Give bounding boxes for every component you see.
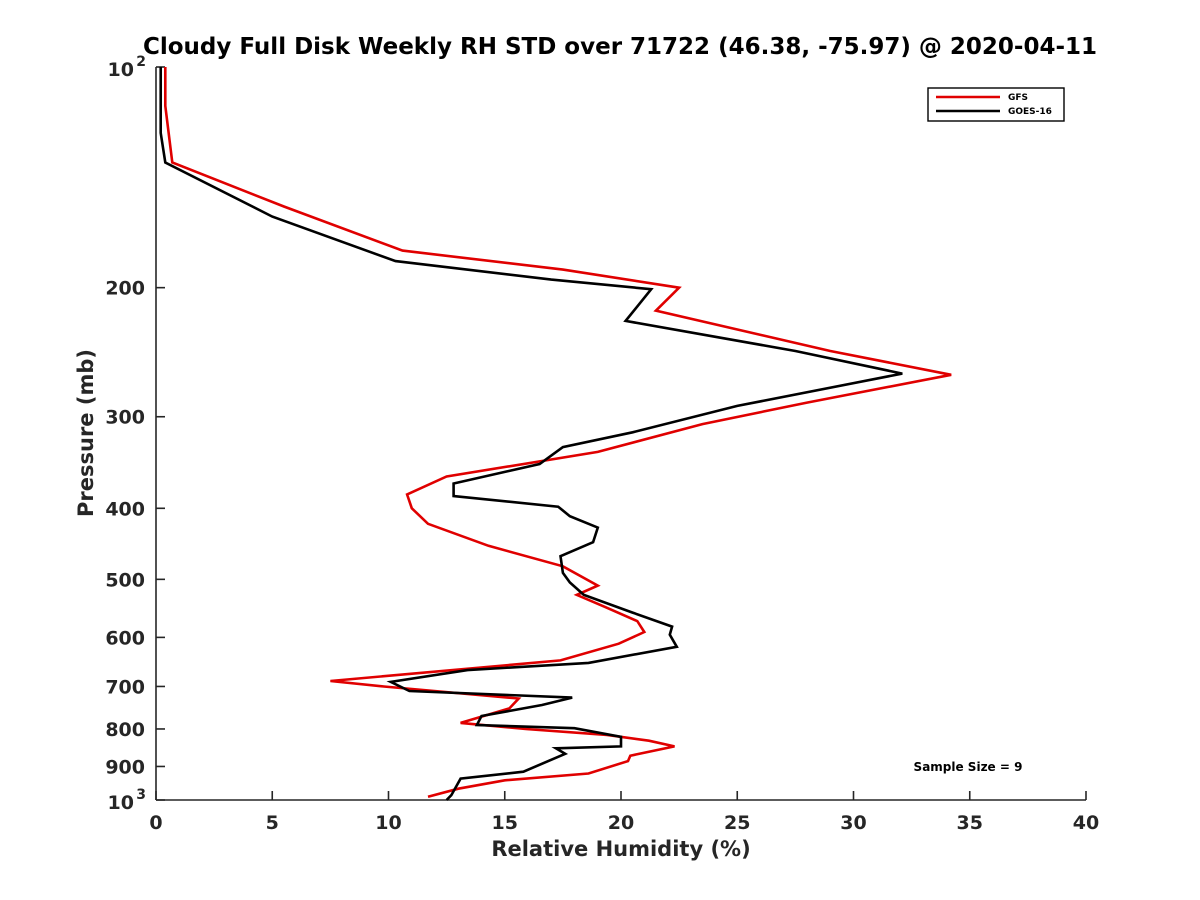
x-tick-label: 35 <box>957 812 983 834</box>
chart-title: Cloudy Full Disk Weekly RH STD over 7172… <box>143 34 1097 60</box>
sample-size-annotation: Sample Size = 9 <box>914 760 1023 774</box>
x-tick-label: 10 <box>375 812 401 834</box>
legend: GFS GOES-16 <box>927 87 1065 122</box>
y-tick-label: 300 <box>105 407 145 429</box>
series-line-goes-16 <box>159 67 903 801</box>
legend-label-goes-16: GOES-16 <box>1008 107 1052 117</box>
y-axis-label: Pressure (mb) <box>74 349 98 517</box>
y-tick-label: 600 <box>105 627 145 649</box>
y-tick-label: 10 <box>108 792 134 814</box>
x-tick-label: 15 <box>492 812 518 834</box>
y-tick-label: 700 <box>105 676 145 698</box>
y-tick-label: 10 <box>108 59 134 81</box>
x-tick-label: 5 <box>266 812 279 834</box>
y-tick-label: 200 <box>105 278 145 300</box>
legend-label-gfs: GFS <box>1008 93 1028 103</box>
series-line-gfs <box>164 67 952 799</box>
y-tick-label: 400 <box>105 498 145 520</box>
y-tick-label: 800 <box>105 719 145 741</box>
y-tick-label: 500 <box>105 569 145 591</box>
y-tick-label-exponent: 3 <box>136 787 146 803</box>
y-tick-label-exponent: 2 <box>136 54 146 70</box>
x-tick-label: 20 <box>608 812 634 834</box>
y-tick-label: 900 <box>105 756 145 778</box>
x-tick-label: 40 <box>1073 812 1099 834</box>
x-tick-label: 25 <box>724 812 750 834</box>
x-tick-label: 30 <box>840 812 866 834</box>
x-tick-label: 0 <box>149 812 162 834</box>
legend-box <box>927 87 1065 122</box>
x-axis-label: Relative Humidity (%) <box>491 837 750 861</box>
